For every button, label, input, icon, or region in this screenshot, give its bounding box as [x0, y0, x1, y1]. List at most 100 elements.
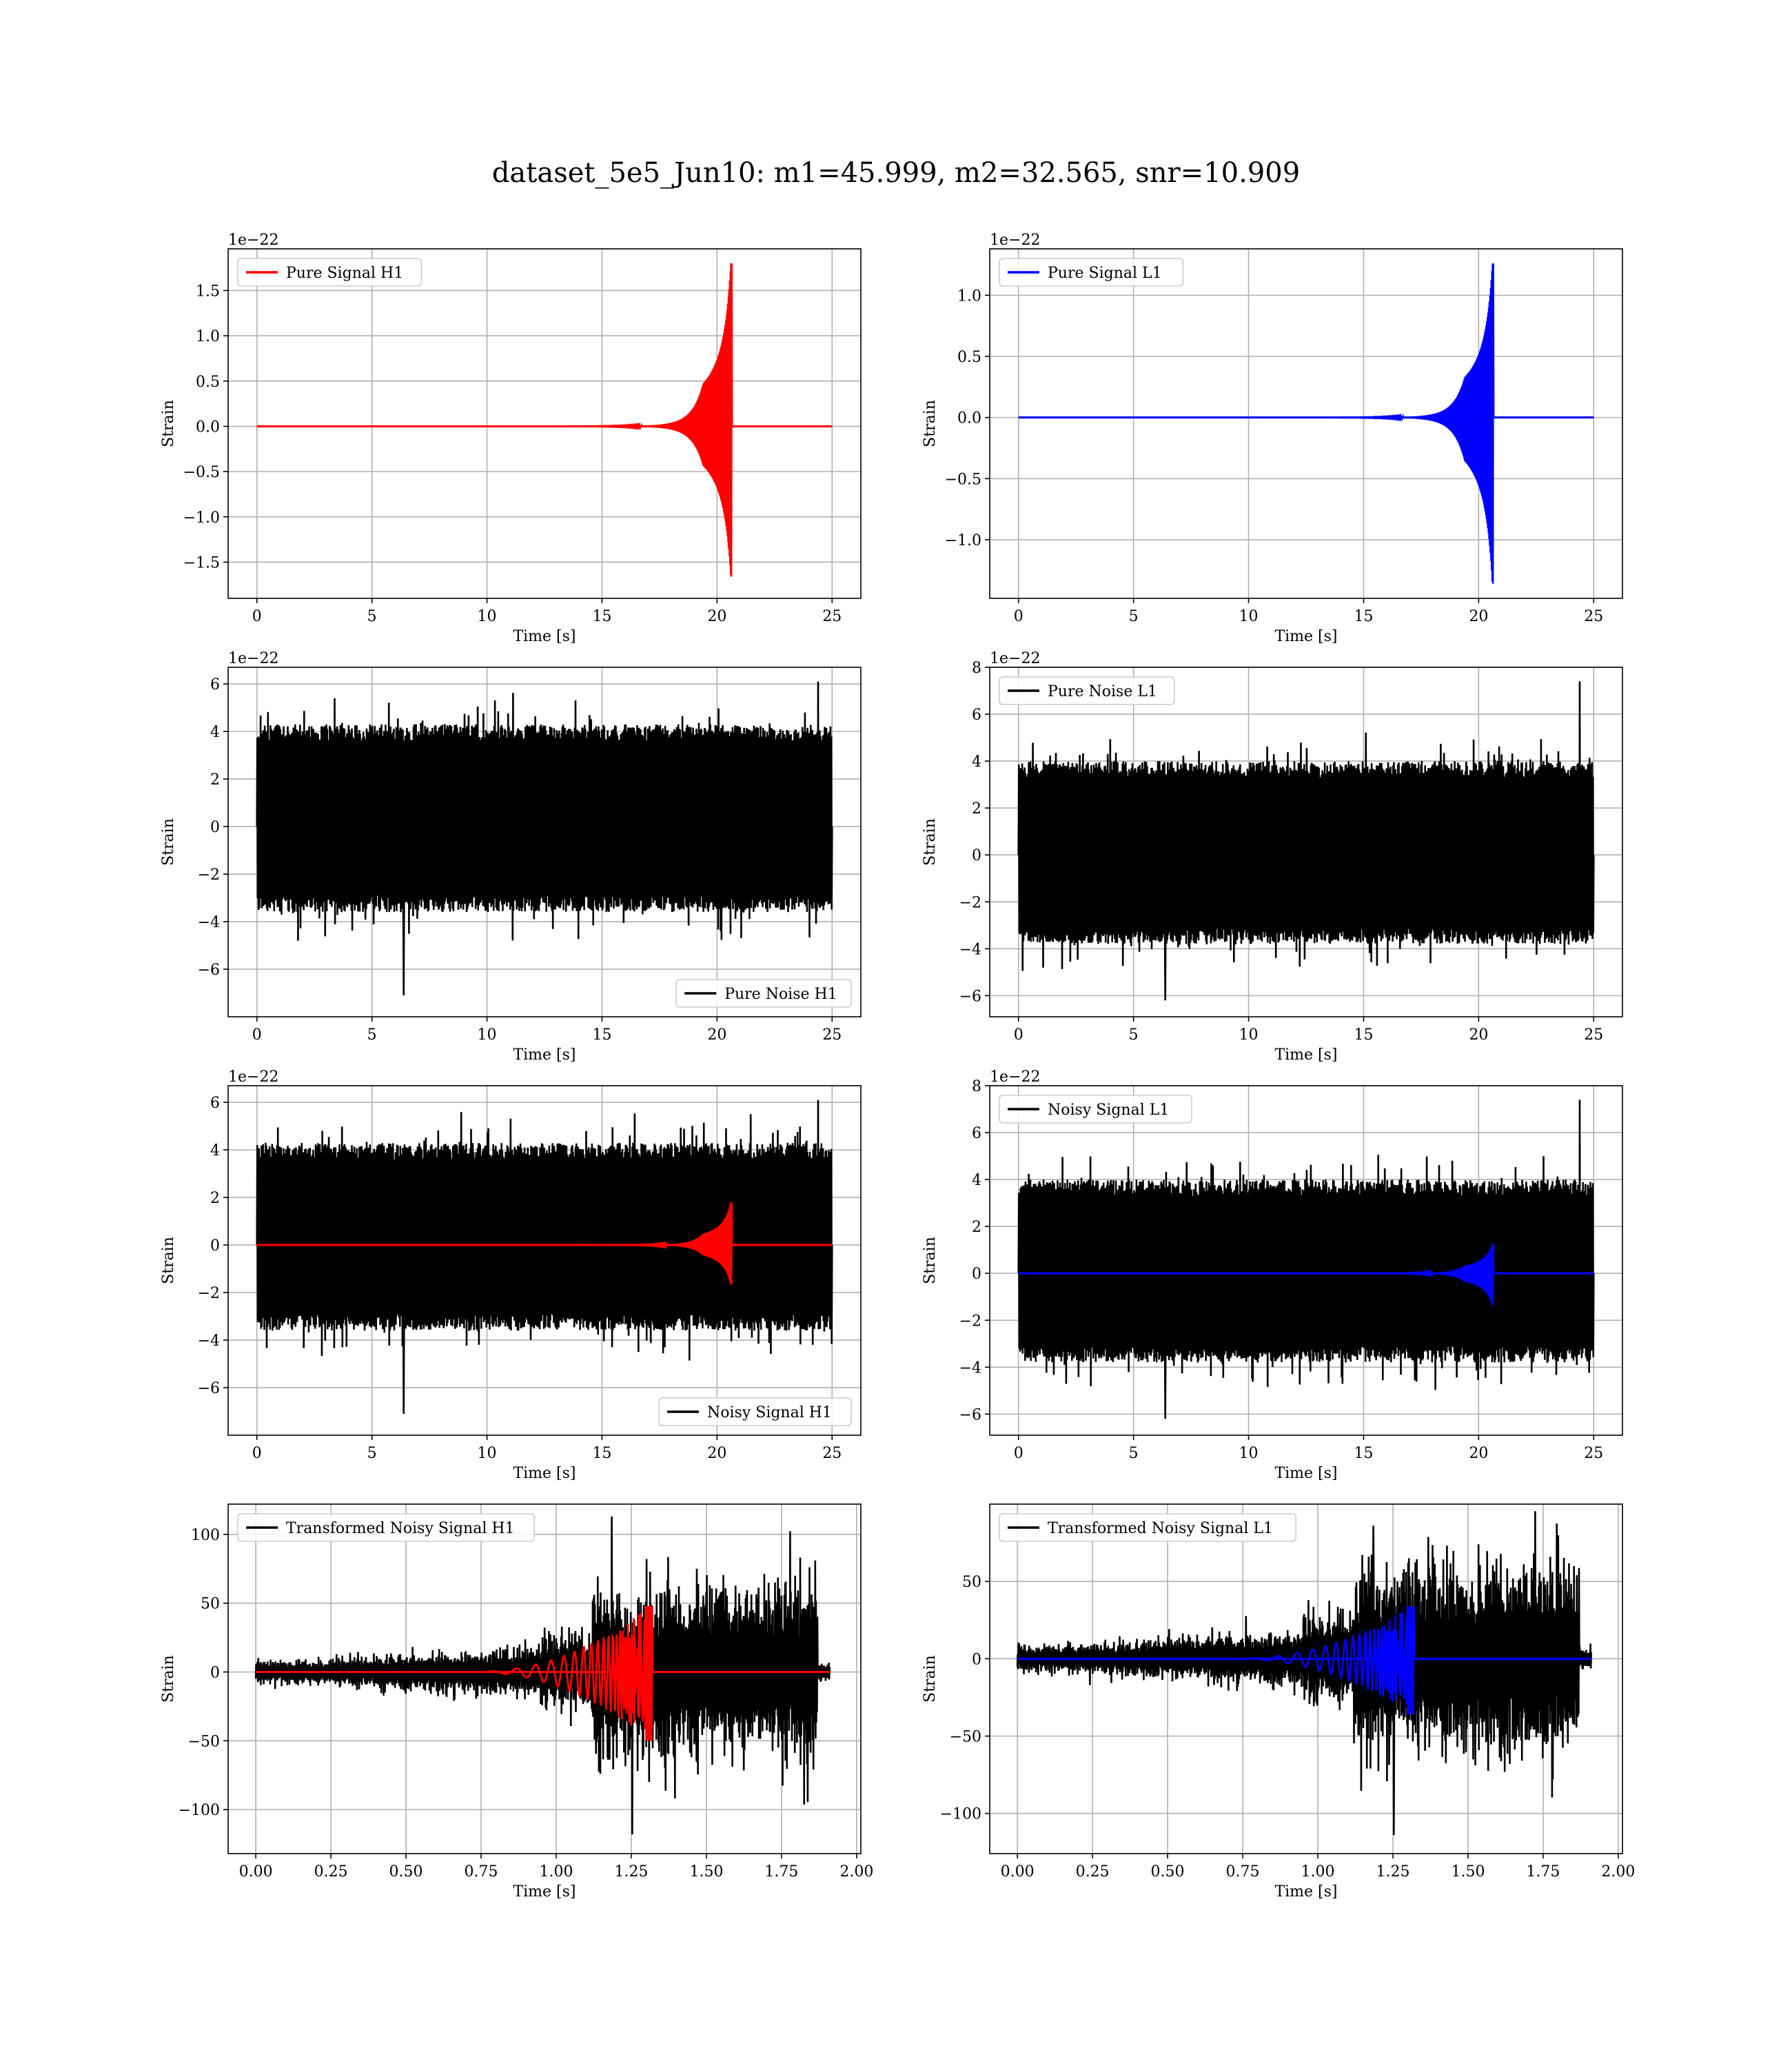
- x-tick-label: 0.00: [239, 1863, 273, 1881]
- y-axis-label: Strain: [160, 1237, 177, 1284]
- x-tick-label: 25: [1584, 1026, 1603, 1044]
- legend: Noisy Signal H1: [658, 1397, 852, 1426]
- y-tick-label: −2: [959, 1312, 981, 1330]
- axis-offset-text: 1e−22: [990, 650, 1040, 667]
- series-line: [1017, 1099, 1595, 1419]
- chart-panel: 0 5 10 15 20 25 −6 −4 −2 0 2 4 6 Time [s] Strain 1e−22 N…: [160, 1068, 862, 1482]
- y-axis-label: Strain: [922, 1237, 939, 1284]
- x-tick-label: 0: [252, 1445, 262, 1462]
- y-tick-label: −6: [198, 962, 220, 979]
- y-tick-label: 2: [210, 1190, 220, 1207]
- x-tick-label: 25: [822, 1026, 842, 1044]
- axis-offset-text: 1e−22: [228, 650, 278, 667]
- legend: Pure Noise H1: [675, 979, 852, 1008]
- axes-frame: [227, 1085, 862, 1436]
- axis-offset-text: 1e−22: [990, 1068, 1040, 1086]
- plot-area: [254, 1516, 831, 1835]
- y-tick-label: 6: [210, 676, 220, 693]
- x-tick-label: 1.00: [540, 1863, 573, 1881]
- y-tick-label: −4: [959, 941, 981, 958]
- x-tick-label: 10: [478, 1026, 497, 1044]
- axis-offset-text: 1e−22: [228, 1068, 278, 1086]
- legend-label: Pure Noise L1: [1048, 683, 1157, 700]
- x-tick-label: 0.25: [1076, 1863, 1110, 1881]
- x-tick-label: 15: [592, 1445, 611, 1462]
- axes-frame: [989, 1503, 1623, 1854]
- axes-frame: [989, 248, 1623, 599]
- y-tick-label: −100: [179, 1802, 220, 1819]
- x-tick-label: 25: [822, 608, 842, 625]
- x-tick-label: 20: [707, 1445, 726, 1462]
- y-tick-label: −2: [198, 1285, 220, 1302]
- x-axis-label: Time [s]: [1274, 1046, 1337, 1064]
- chart-panel: 0.00 0.25 0.50 0.75 1.00 1.25 1.50 1.75 2.00 −100…: [160, 1503, 873, 1900]
- x-tick-label: 0: [252, 1026, 262, 1044]
- x-tick-label: 1.00: [1301, 1863, 1335, 1881]
- x-axis-label: Time [s]: [513, 1046, 576, 1064]
- legend-box: [999, 1513, 1297, 1542]
- legend-label: Pure Signal H1: [286, 265, 403, 282]
- x-axis-label: Time [s]: [513, 628, 576, 645]
- y-tick-label: 4: [210, 1142, 220, 1159]
- legend: Transformed Noisy Signal L1: [999, 1513, 1297, 1542]
- x-tick-label: 2.00: [1601, 1863, 1635, 1881]
- x-axis-label: Time [s]: [513, 1465, 576, 1482]
- y-tick-label: 50: [201, 1596, 220, 1613]
- x-tick-label: 0.75: [1226, 1863, 1260, 1881]
- y-tick-label: −1.5: [183, 554, 220, 571]
- legend: Noisy Signal L1: [999, 1095, 1192, 1124]
- axes-frame: [989, 667, 1623, 1017]
- y-tick-label: 6: [972, 1125, 981, 1142]
- x-tick-label: 10: [1239, 1445, 1259, 1462]
- series-line: [1018, 263, 1594, 584]
- x-tick-label: 5: [367, 1445, 377, 1462]
- legend: Pure Signal L1: [999, 258, 1184, 287]
- plot-area: [256, 1099, 833, 1415]
- y-tick-label: −6: [959, 1406, 981, 1423]
- legend-box: [999, 258, 1184, 287]
- plot-area: [1016, 1511, 1592, 1836]
- y-tick-label: −100: [940, 1806, 981, 1823]
- legend-box: [999, 676, 1175, 705]
- x-tick-label: 10: [1239, 1026, 1259, 1044]
- y-tick-label: −0.5: [183, 464, 220, 481]
- legend-label: Noisy Signal H1: [707, 1404, 832, 1421]
- x-tick-label: 20: [1469, 1026, 1488, 1044]
- y-tick-label: 4: [972, 753, 981, 771]
- x-axis-label: Time [s]: [513, 1883, 576, 1900]
- y-tick-label: −2: [198, 866, 220, 884]
- y-tick-label: −50: [950, 1729, 981, 1746]
- chart-panel: 0.00 0.25 0.50 0.75 1.00 1.25 1.50 1.75 2.00 −100…: [922, 1503, 1635, 1900]
- x-axis-label: Time [s]: [1274, 1465, 1337, 1482]
- x-tick-label: 1.25: [1376, 1863, 1409, 1881]
- x-axis-label: Time [s]: [1274, 628, 1337, 645]
- x-tick-label: 20: [707, 608, 726, 625]
- y-tick-label: 0: [972, 847, 981, 864]
- legend-label: Transformed Noisy Signal L1: [1048, 1520, 1273, 1537]
- x-tick-label: 0: [1014, 1445, 1024, 1462]
- axis-offset-text: 1e−22: [990, 232, 1040, 249]
- plot-area: [1017, 681, 1595, 1001]
- y-tick-label: 0: [210, 1237, 220, 1255]
- x-tick-label: 0.00: [1001, 1863, 1035, 1881]
- x-tick-label: 1.75: [1526, 1863, 1560, 1881]
- x-tick-label: 5: [1129, 608, 1139, 625]
- legend-box: [999, 1095, 1192, 1124]
- chart-panel: 0 5 10 15 20 25 −6 −4 −2 0 2 4 6 Time [s] Strain 1e−22 P…: [160, 650, 862, 1064]
- x-tick-label: 0.50: [389, 1863, 423, 1881]
- y-tick-label: 0: [210, 1665, 220, 1682]
- y-tick-label: −2: [959, 894, 981, 911]
- series-line: [256, 263, 833, 577]
- x-tick-label: 5: [367, 608, 377, 625]
- y-tick-label: 0: [972, 1266, 981, 1283]
- x-tick-label: 10: [478, 1445, 497, 1462]
- legend: Transformed Noisy Signal H1: [237, 1513, 536, 1542]
- y-axis-label: Strain: [922, 400, 939, 447]
- y-axis-label: Strain: [160, 1655, 177, 1703]
- legend-box: [675, 979, 852, 1008]
- chart-panel: 0 5 10 15 20 25 −6 −4 −2 0 2 4 6 8 Time [s] Strain 1e−22…: [922, 1068, 1623, 1482]
- x-tick-label: 0: [252, 608, 262, 625]
- x-tick-label: 0.25: [314, 1863, 348, 1881]
- x-tick-label: 0.75: [465, 1863, 498, 1881]
- axes-frame: [227, 667, 862, 1017]
